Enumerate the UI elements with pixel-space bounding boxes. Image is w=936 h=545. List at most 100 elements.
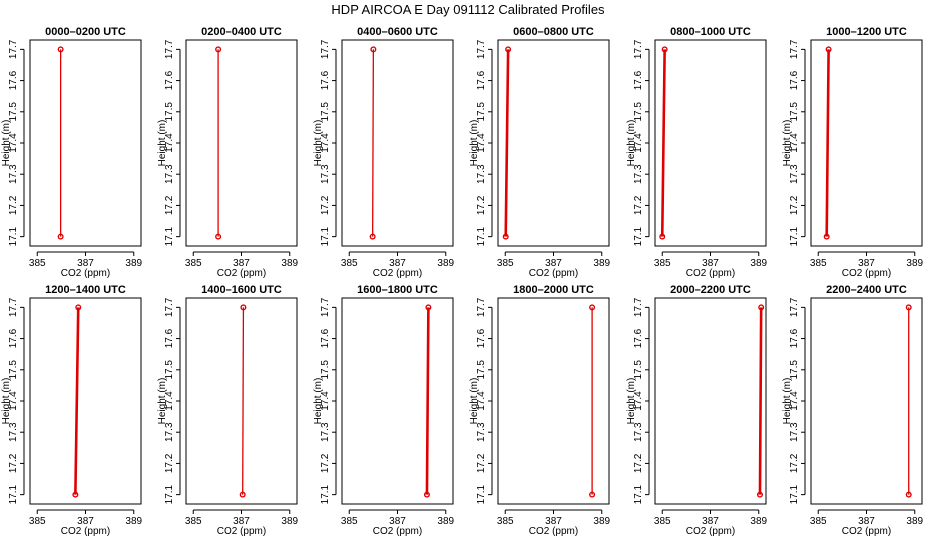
profile-point (502, 233, 509, 240)
x-tick-label: 389 (750, 516, 767, 527)
chart-panel: 2000–2200 UTC 385 387 389 CO2 (ppm) 17.1 17.2 1… (626, 284, 768, 537)
y-tick-label: 17.1 (320, 226, 331, 246)
x-tick-label: 387 (545, 258, 562, 269)
y-tick-label: 17.1 (789, 226, 800, 246)
panel-title: 2200–2400 UTC (826, 284, 907, 296)
y-tick-label: 17.7 (320, 39, 331, 59)
plot-frame (341, 297, 454, 505)
y-tick-label: 17.7 (164, 297, 175, 317)
y-tick-label: 17.2 (476, 453, 487, 473)
y-tick-label: 17.4 (633, 133, 644, 153)
y-tick-label: 17.2 (320, 195, 331, 215)
y-tick-label: 17.3 (633, 164, 644, 184)
x-tick-label: 385 (185, 258, 202, 269)
profile-line (660, 49, 666, 237)
profile-point (369, 233, 376, 240)
profile-point (905, 491, 912, 498)
x-tick-label: 385 (29, 516, 46, 527)
plot-frame (654, 39, 767, 247)
panel-title: 1800–2000 UTC (513, 284, 594, 296)
plot-frame (29, 39, 142, 247)
y-tick-label: 17.7 (8, 297, 19, 317)
y-tick-label: 17.2 (164, 453, 175, 473)
chart-panel: 1400–1600 UTC 385 387 389 CO2 (ppm) 17.1 17.2 1… (157, 284, 299, 537)
x-axis-label: CO2 (ppm) (529, 268, 578, 279)
x-axis-label: CO2 (ppm) (529, 526, 578, 537)
x-tick-label: 389 (593, 516, 610, 527)
y-tick-label: 17.2 (320, 453, 331, 473)
y-tick-label: 17.5 (633, 360, 644, 380)
y-tick-label: 17.2 (164, 195, 175, 215)
y-tick-label: 17.3 (476, 422, 487, 442)
panel-title: 0400–0600 UTC (357, 26, 438, 38)
y-axis-label: Height (m) (782, 120, 793, 167)
y-tick-label: 17.2 (789, 195, 800, 215)
x-tick-label: 387 (858, 258, 875, 269)
x-axis-label: CO2 (ppm) (842, 268, 891, 279)
figure-title: HDP AIRCOA E Day 091112 Calibrated Profi… (331, 2, 605, 17)
y-tick-label: 17.3 (320, 164, 331, 184)
y-axis-label: Height (m) (469, 120, 480, 167)
y-tick-label: 17.6 (789, 328, 800, 348)
profile-point (589, 304, 596, 311)
x-axis-label: CO2 (ppm) (686, 526, 735, 537)
x-axis-label: CO2 (ppm) (217, 526, 266, 537)
profile-point (825, 46, 832, 53)
plot-frame (654, 297, 767, 505)
plot-frame (29, 297, 142, 505)
y-tick-label: 17.2 (8, 453, 19, 473)
profile-line (825, 49, 830, 237)
y-tick-label: 17.2 (633, 195, 644, 215)
y-tick-label: 17.1 (320, 484, 331, 504)
y-tick-label: 17.3 (8, 164, 19, 184)
y-tick-label: 17.1 (164, 484, 175, 504)
profile-point (215, 233, 222, 240)
y-axis-label: Height (m) (626, 120, 637, 167)
y-tick-label: 17.1 (789, 484, 800, 504)
y-tick-label: 17.6 (633, 70, 644, 90)
y-tick-label: 17.4 (476, 133, 487, 153)
profile-point (756, 491, 763, 498)
y-tick-label: 17.4 (320, 391, 331, 411)
x-tick-label: 389 (750, 258, 767, 269)
x-tick-label: 389 (281, 516, 298, 527)
x-tick-label: 385 (654, 258, 671, 269)
x-tick-label: 387 (233, 516, 250, 527)
x-tick-label: 387 (702, 516, 719, 527)
chart-panel: 0200–0400 UTC 385 387 389 CO2 (ppm) 17.1 17.2 1… (157, 26, 299, 279)
y-tick-label: 17.5 (633, 102, 644, 122)
y-tick-label: 17.4 (789, 391, 800, 411)
plot-frame (810, 297, 923, 505)
chart-panel: 1200–1400 UTC 385 387 389 CO2 (ppm) 17.1 17.2 1… (1, 284, 143, 537)
x-tick-label: 385 (810, 258, 827, 269)
y-tick-label: 17.5 (164, 102, 175, 122)
y-tick-label: 17.4 (8, 391, 19, 411)
profile-line (242, 307, 245, 495)
x-tick-label: 385 (341, 258, 358, 269)
y-axis-label: Height (m) (626, 378, 637, 425)
plot-frame (497, 297, 610, 505)
y-axis-label: Height (m) (157, 120, 168, 167)
y-tick-label: 17.3 (164, 164, 175, 184)
profile-point (589, 491, 596, 498)
y-tick-label: 17.5 (789, 360, 800, 380)
x-tick-label: 389 (125, 258, 142, 269)
y-tick-label: 17.6 (633, 328, 644, 348)
chart-panel: 0800–1000 UTC 385 387 389 CO2 (ppm) 17.1 17.2 1… (626, 26, 768, 279)
y-tick-label: 17.7 (164, 39, 175, 59)
profile-point (905, 304, 912, 311)
x-tick-label: 389 (906, 258, 923, 269)
panel-title: 1200–1400 UTC (45, 284, 126, 296)
y-tick-label: 17.5 (8, 102, 19, 122)
x-tick-label: 389 (281, 258, 298, 269)
y-tick-label: 17.3 (476, 164, 487, 184)
x-axis-label: CO2 (ppm) (61, 268, 110, 279)
y-axis-label: Height (m) (313, 378, 324, 425)
y-tick-label: 17.7 (476, 297, 487, 317)
x-tick-label: 385 (497, 516, 514, 527)
y-tick-label: 17.1 (8, 226, 19, 246)
x-tick-label: 387 (233, 258, 250, 269)
x-tick-label: 389 (906, 516, 923, 527)
y-tick-label: 17.3 (789, 422, 800, 442)
